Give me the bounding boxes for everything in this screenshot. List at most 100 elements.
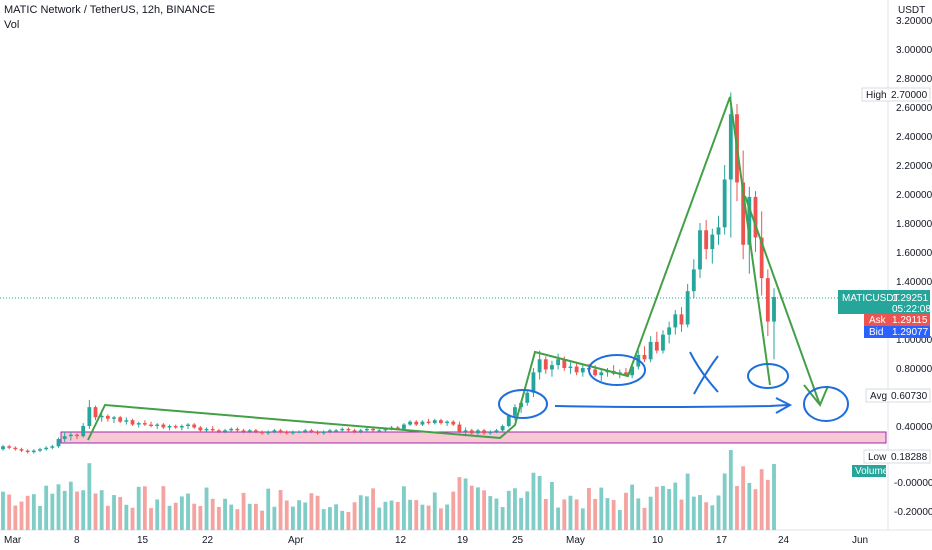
candle-body [346, 428, 351, 431]
volume-bar [735, 485, 739, 530]
volume-bar [488, 496, 493, 530]
candle-body [568, 366, 573, 368]
candle-body [476, 430, 480, 434]
volume-bar [371, 488, 375, 530]
candle-body [408, 421, 413, 425]
volume-bar [611, 499, 616, 530]
candle-body [599, 372, 604, 376]
volume-bar [161, 486, 166, 530]
volume-bar [112, 495, 116, 530]
candle-body [321, 431, 326, 434]
candle-body [414, 421, 419, 425]
candle-body [661, 334, 665, 351]
volume-bar [19, 501, 24, 530]
volume-bar [617, 510, 622, 530]
volume-bar [192, 503, 197, 530]
volume-bar [136, 486, 141, 530]
candle-body [525, 392, 530, 403]
chart-title: MATIC Network / TetherUS, 12h, BINANCE [4, 4, 216, 16]
candle-body [500, 426, 505, 431]
candle-body [593, 369, 598, 376]
low-value: 0.18288 [891, 452, 928, 463]
candle-body [759, 237, 764, 279]
volume-bar [642, 507, 647, 530]
candle-countdown: 05:22:08 [892, 304, 931, 315]
candle-body [272, 430, 277, 432]
volume-tick-1: -0.20000 [894, 507, 932, 518]
volume-bar [420, 504, 425, 530]
candle-body [235, 428, 240, 431]
volume-bar [408, 499, 413, 530]
candle-body [229, 428, 234, 431]
volume-bar [334, 504, 338, 530]
volume-bar [25, 495, 30, 530]
volume-bar [667, 489, 672, 530]
volume-bar [50, 493, 55, 530]
time-tick-1: 8 [74, 535, 80, 546]
price-tick-4: 2.40000 [896, 132, 932, 143]
volume-bar [741, 466, 746, 530]
volume-bar [31, 494, 36, 530]
support-zone [60, 431, 887, 444]
volume-bar [568, 495, 573, 530]
candle-body [56, 439, 61, 447]
bid-label: Bid [869, 327, 883, 338]
candle-body [155, 424, 160, 426]
candle-body [112, 417, 116, 419]
candle-body [667, 327, 672, 335]
candle-body [395, 427, 400, 429]
volume-bar [593, 498, 598, 530]
annotation-circle-breakout [498, 389, 548, 419]
volume-axis: -0.00000 -0.20000 [894, 478, 932, 518]
volume-bar [62, 490, 67, 530]
volume-bar [266, 488, 271, 530]
volume-bar [167, 505, 172, 530]
price-axis[interactable]: 3.20000 3.00000 2.80000 2.60000 2.40000 2.200… [896, 16, 932, 433]
candle-body [426, 421, 431, 424]
volume-bar [358, 495, 363, 530]
candle-body [439, 420, 443, 424]
high-tag-label: High [866, 90, 887, 101]
candle-body [691, 269, 696, 292]
candle-body [315, 431, 320, 434]
volume-bar [56, 484, 61, 530]
candle-body [352, 430, 357, 432]
time-axis[interactable]: Mar 8 15 22 Apr 12 19 25 May 10 17 24 Jun [4, 535, 868, 546]
candle-body [488, 431, 493, 434]
volume-bar [290, 506, 295, 530]
high-tag-value: 2.70000 [891, 90, 928, 101]
candle-body [753, 196, 758, 238]
time-tick-7: 25 [512, 535, 524, 546]
volume-bar [747, 482, 752, 530]
candle-body [136, 423, 141, 425]
price-tick-6: 2.00000 [896, 190, 932, 201]
volume-bar [68, 481, 73, 530]
candle-body [574, 366, 579, 373]
high-tag: High 2.70000 [861, 87, 931, 102]
annotation-arrowhead [775, 397, 793, 414]
price-tick-10: 1.00000 [896, 335, 932, 346]
volume-bar [710, 505, 715, 530]
volume-bar [432, 492, 437, 530]
candle-body [75, 434, 79, 437]
price-axis-unit: USDT [898, 5, 925, 16]
volume-bar [587, 487, 591, 530]
candle-body [562, 359, 567, 368]
candle-body [31, 450, 36, 453]
candle-body [173, 426, 178, 428]
candle-body [223, 430, 227, 432]
candle-body [716, 227, 721, 235]
ask-tag: Ask 1.29115 [864, 314, 930, 326]
volume-bar [451, 491, 456, 530]
volume-indicator-label: Vol [4, 19, 20, 31]
volume-tag: Volume [852, 465, 889, 477]
annotation-circle-bottom [747, 363, 789, 389]
volume-bar [383, 501, 388, 530]
candle-body [550, 365, 554, 370]
volume-bar [772, 463, 776, 530]
volume-bar [229, 504, 234, 530]
candle-body [698, 230, 702, 270]
price-tick-9: 1.40000 [896, 277, 932, 288]
candle-body [482, 430, 487, 434]
